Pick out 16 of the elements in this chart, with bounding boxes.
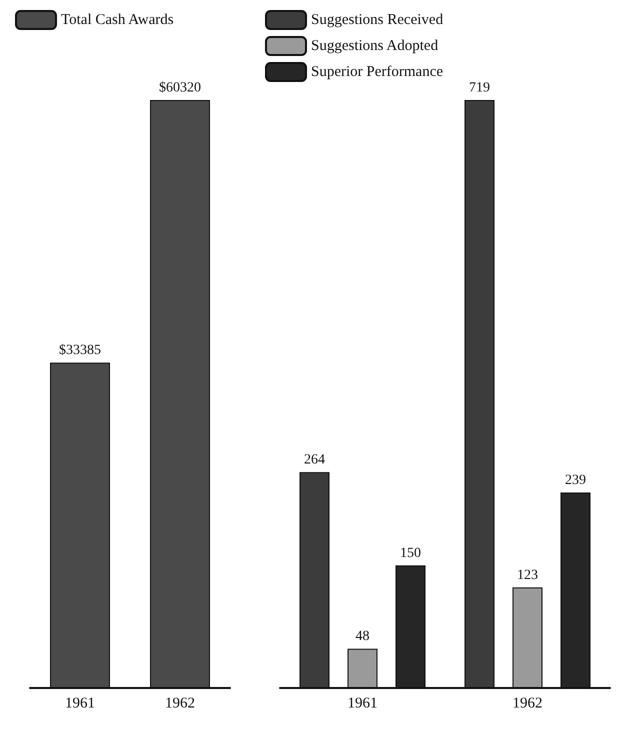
data-label: 264: [304, 452, 325, 468]
data-label: 239: [565, 473, 586, 488]
x-tick-label: 1961: [65, 696, 95, 712]
data-label: 48: [356, 629, 370, 644]
legend-label: Superior Performance: [311, 64, 444, 80]
legend-label: Suggestions Adopted: [311, 38, 439, 54]
data-label: $33385: [59, 343, 101, 358]
data-label: $60320: [159, 80, 201, 96]
legend-label: Suggestions Received: [311, 12, 444, 28]
x-tick-label: 1961: [348, 696, 378, 712]
legend-label: Total Cash Awards: [61, 12, 174, 28]
x-tick-label: 1962: [512, 696, 542, 712]
x-tick-label: 1962: [165, 696, 195, 712]
data-label: 719: [469, 80, 490, 96]
data-label: 123: [517, 568, 538, 583]
data-label: 150: [400, 546, 421, 561]
